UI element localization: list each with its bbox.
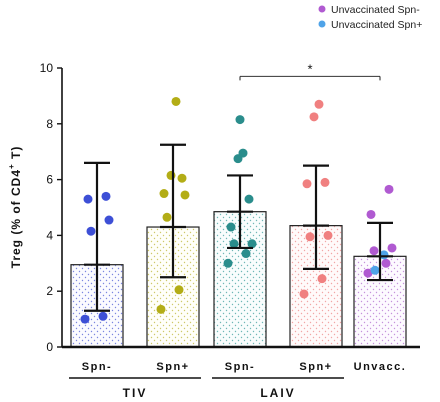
data-point-1-0: [156, 304, 166, 314]
data-point-4-3: [387, 243, 397, 253]
data-point-3-6: [309, 112, 319, 122]
y-tick-label-1: 2: [46, 284, 53, 298]
data-point-2-8: [235, 115, 245, 125]
data-point-1-3: [180, 190, 190, 200]
data-point-4-2: [369, 246, 379, 256]
data-point-1-6: [166, 170, 176, 180]
plot-area: 0 2 4 6 8 10 Spn- Spn+ Spn- Spn+ Unvacc. TIV LAIV *: [40, 61, 420, 400]
y-tick-label-4: 8: [46, 117, 53, 131]
data-point-1-2: [162, 212, 172, 222]
y-axis-label-main: Treg (% of CD4: [9, 169, 23, 268]
data-point-0-5: [101, 191, 111, 201]
data-point-0-3: [104, 215, 114, 225]
data-point-2-2: [229, 239, 239, 249]
data-point-1-5: [177, 173, 187, 183]
data-point-2-1: [241, 249, 251, 259]
legend: Unvaccinated Spn- Unvaccinated Spn+: [318, 4, 422, 31]
data-point-4-0: [363, 268, 373, 278]
data-point-4-1: [381, 258, 391, 268]
data-point-0-2: [86, 226, 96, 236]
data-point-1-7: [171, 96, 181, 106]
data-point-2-3: [247, 239, 257, 249]
data-point-4-5: [384, 184, 394, 194]
y-tick-label-3: 6: [46, 173, 53, 187]
significance-label: *: [307, 61, 312, 76]
data-point-spn-pos-4-0: [370, 265, 380, 275]
data-point-2-5: [244, 194, 254, 204]
legend-marker-unvaccinated-spn-neg: [318, 5, 326, 13]
legend-label-unvaccinated-spn-neg: Unvaccinated Spn-: [331, 4, 420, 16]
category-label-2: Spn-: [225, 361, 255, 373]
data-point-3-1: [317, 274, 327, 284]
category-label-3: Spn+: [299, 361, 332, 373]
data-point-3-5: [320, 177, 330, 187]
category-label-0: Spn-: [82, 361, 112, 373]
data-point-0-4: [83, 194, 93, 204]
legend-label-unvaccinated-spn-pos: Unvaccinated Spn+: [331, 19, 422, 31]
category-label-4: Unvacc.: [354, 361, 407, 373]
y-axis-label-end: T): [9, 146, 23, 164]
data-point-0-1: [98, 311, 108, 321]
data-point-4-4: [366, 209, 376, 219]
y-tick-label-0: 0: [46, 340, 53, 354]
legend-marker-unvaccinated-spn-pos: [318, 20, 326, 28]
category-label-1: Spn+: [156, 361, 189, 373]
y-axis-label: Treg (% of CD4+ T): [7, 146, 23, 269]
data-point-1-1: [174, 285, 184, 295]
data-point-2-0: [223, 258, 233, 268]
y-axis-label-superscript: +: [7, 163, 16, 169]
data-point-2-7: [238, 148, 248, 158]
data-point-3-7: [314, 99, 324, 109]
y-tick-label-5: 10: [40, 61, 54, 75]
data-point-3-3: [323, 230, 333, 240]
data-point-3-4: [302, 179, 312, 189]
data-point-1-4: [159, 189, 169, 199]
group-label-1: LAIV: [260, 386, 295, 400]
data-point-3-2: [305, 232, 315, 242]
data-point-2-4: [226, 222, 236, 232]
data-point-3-0: [299, 289, 309, 299]
y-tick-label-2: 4: [46, 228, 53, 242]
data-point-0-0: [80, 314, 90, 324]
group-label-0: TIV: [123, 386, 148, 400]
